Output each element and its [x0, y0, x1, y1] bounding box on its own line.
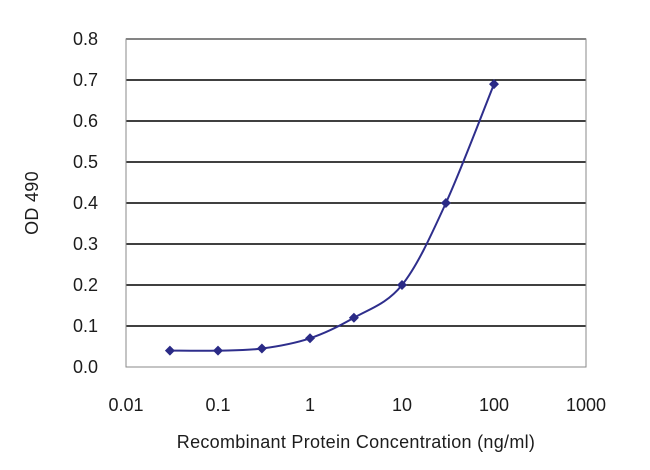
- x-tick-label: 100: [479, 395, 509, 415]
- x-tick-label: 0.1: [205, 395, 230, 415]
- y-tick-label: 0.7: [73, 70, 98, 90]
- x-tick-label: 1: [305, 395, 315, 415]
- series: [164, 79, 499, 356]
- y-tick-label: 0.2: [73, 275, 98, 295]
- y-tick-label: 0.6: [73, 111, 98, 131]
- x-axis-title: Recombinant Protein Concentration (ng/ml…: [177, 432, 535, 452]
- y-tick-label: 0.4: [73, 193, 98, 213]
- data-point: [397, 280, 407, 290]
- x-tick-label: 10: [392, 395, 412, 415]
- data-point: [164, 345, 175, 356]
- data-point: [213, 345, 223, 356]
- x-tick-label: 0.01: [108, 395, 143, 415]
- y-axis-ticks: 0.0 0.1 0.2 0.3 0.4 0.5 0.6 0.7 0.8: [73, 29, 98, 377]
- data-point: [440, 198, 451, 208]
- y-tick-label: 0.1: [73, 316, 98, 336]
- y-tick-label: 0.5: [73, 152, 98, 172]
- plot-area-frame: [125, 38, 587, 368]
- grid-lines: [126, 38, 586, 327]
- y-tick-label: 0.3: [73, 234, 98, 254]
- y-tick-label: 0.0: [73, 357, 98, 377]
- y-axis-title: OD 490: [22, 171, 42, 235]
- data-point: [305, 333, 315, 344]
- data-point: [489, 79, 499, 90]
- x-axis-ticks: 0.01 0.1 1 10 100 1000: [108, 395, 606, 415]
- x-tick-label: 1000: [566, 395, 606, 415]
- y-tick-label: 0.8: [73, 29, 98, 49]
- data-point: [256, 343, 267, 354]
- series-line: [169, 83, 495, 352]
- data-point: [348, 312, 359, 323]
